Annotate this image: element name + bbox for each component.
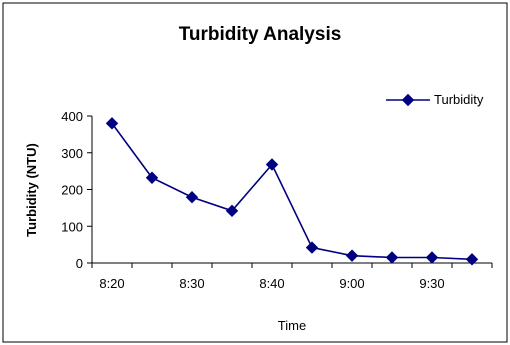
legend: Turbidity bbox=[386, 92, 484, 107]
series-layer bbox=[105, 117, 479, 266]
y-tick-label-0: 0 bbox=[76, 256, 83, 271]
legend-label-turbidity: Turbidity bbox=[434, 92, 484, 107]
x-tick-label-2: 8:40 bbox=[259, 276, 284, 291]
legend-marker bbox=[401, 93, 415, 107]
data-point-7 bbox=[385, 251, 399, 264]
data-point-2 bbox=[185, 191, 199, 204]
data-point-8 bbox=[425, 251, 439, 264]
y-tick-label-400: 400 bbox=[61, 109, 83, 124]
y-tick-label-100: 100 bbox=[61, 219, 83, 234]
data-point-6 bbox=[345, 249, 359, 262]
y-tick-label-200: 200 bbox=[61, 183, 83, 198]
data-point-0 bbox=[105, 117, 119, 130]
data-point-4 bbox=[265, 158, 279, 171]
data-point-5 bbox=[305, 241, 319, 254]
chart-title: Turbidity Analysis bbox=[179, 24, 342, 45]
x-tick-label-4: 9:30 bbox=[419, 276, 444, 291]
x-tick-label-0: 8:20 bbox=[99, 276, 124, 291]
data-point-9 bbox=[465, 253, 479, 266]
x-tick-label-3: 9:00 bbox=[339, 276, 364, 291]
series-line-0 bbox=[111, 122, 473, 261]
axes: 0 100 200 300 400 8:20 8:30 8:40 9:00 9:30 bbox=[61, 109, 493, 291]
data-point-1 bbox=[145, 171, 159, 184]
y-axis-label: Turbidity (NTU) bbox=[24, 143, 39, 237]
x-tick-label-1: 8:30 bbox=[179, 276, 204, 291]
x-axis-label: Time bbox=[278, 318, 306, 333]
data-point-3 bbox=[225, 204, 239, 218]
y-tick-label-300: 300 bbox=[61, 146, 83, 161]
